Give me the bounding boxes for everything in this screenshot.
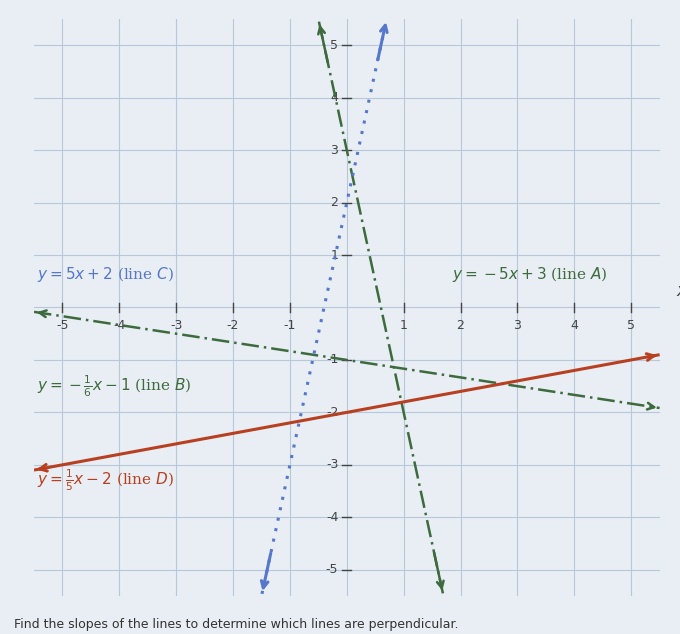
Text: $y=5x+2$ (line $C$): $y=5x+2$ (line $C$) [37, 266, 174, 285]
Text: $y=\frac{1}{5}x-2$ (line $D$): $y=\frac{1}{5}x-2$ (line $D$) [37, 468, 174, 493]
Text: -3: -3 [326, 458, 338, 471]
Text: $y=-\frac{1}{6}x-1$ (line $B$): $y=-\frac{1}{6}x-1$ (line $B$) [37, 373, 191, 399]
Text: -5: -5 [56, 319, 69, 332]
Text: 1: 1 [330, 249, 338, 262]
Text: -2: -2 [227, 319, 239, 332]
Text: 3: 3 [513, 319, 522, 332]
Text: -3: -3 [170, 319, 182, 332]
Text: Find the slopes of the lines to determine which lines are perpendicular.: Find the slopes of the lines to determin… [14, 618, 458, 631]
Text: 1: 1 [400, 319, 407, 332]
Text: -4: -4 [326, 511, 338, 524]
Text: 3: 3 [330, 144, 338, 157]
Text: $y=-5x+3$ (line $A$): $y=-5x+3$ (line $A$) [452, 266, 607, 285]
Text: 2: 2 [456, 319, 464, 332]
Text: -4: -4 [113, 319, 126, 332]
Text: 5: 5 [627, 319, 635, 332]
Text: 2: 2 [330, 196, 338, 209]
Text: -5: -5 [326, 563, 338, 576]
Text: 4: 4 [571, 319, 578, 332]
Text: x: x [677, 281, 680, 300]
Text: -2: -2 [326, 406, 338, 419]
Text: 5: 5 [330, 39, 338, 52]
Text: -1: -1 [284, 319, 296, 332]
Text: -1: -1 [326, 353, 338, 366]
Text: 4: 4 [330, 91, 338, 104]
